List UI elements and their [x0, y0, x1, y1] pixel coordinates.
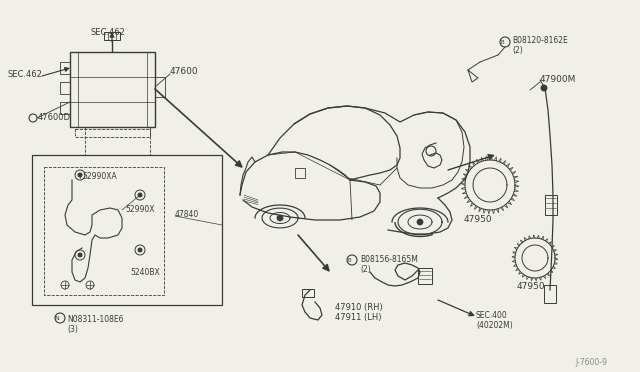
Circle shape — [417, 219, 423, 225]
Text: J-7600-9: J-7600-9 — [575, 358, 607, 367]
Text: 52990XA: 52990XA — [82, 172, 116, 181]
Circle shape — [277, 215, 283, 221]
Text: B: B — [347, 257, 351, 263]
Text: 47950: 47950 — [517, 282, 546, 291]
Text: 47900M: 47900M — [540, 75, 577, 84]
Bar — [302, 289, 314, 297]
Text: 47600: 47600 — [170, 67, 198, 76]
Bar — [60, 102, 70, 114]
Circle shape — [138, 248, 142, 252]
Text: B08120-8162E
(2): B08120-8162E (2) — [512, 36, 568, 55]
Text: 5240BX: 5240BX — [130, 268, 160, 277]
Text: SEC.462: SEC.462 — [91, 28, 125, 37]
Text: B08156-8165M
(2): B08156-8165M (2) — [360, 255, 418, 275]
Text: N08311-108E6
(3): N08311-108E6 (3) — [67, 315, 124, 334]
Text: 47910 (RH)
47911 (LH): 47910 (RH) 47911 (LH) — [335, 303, 383, 323]
Circle shape — [78, 253, 82, 257]
Bar — [60, 62, 70, 74]
Bar — [295, 168, 305, 178]
Bar — [44, 167, 164, 295]
Text: 47600D: 47600D — [38, 113, 71, 122]
Text: 47950: 47950 — [464, 215, 493, 224]
Bar — [544, 285, 556, 303]
Text: SEC.400
(40202M): SEC.400 (40202M) — [476, 311, 513, 330]
Bar — [32, 155, 222, 305]
Text: 52990X: 52990X — [125, 205, 154, 214]
Bar — [155, 77, 165, 97]
Text: N: N — [54, 315, 60, 321]
Bar — [60, 82, 70, 94]
Circle shape — [78, 173, 82, 177]
Bar — [545, 195, 557, 215]
Bar — [418, 268, 432, 284]
Circle shape — [541, 85, 547, 91]
Text: 47840: 47840 — [175, 210, 199, 219]
Bar — [104, 32, 120, 40]
Text: SEC.462: SEC.462 — [8, 70, 43, 79]
Circle shape — [138, 193, 142, 197]
Bar — [70, 52, 155, 127]
Bar — [75, 129, 150, 137]
Text: B: B — [500, 39, 504, 45]
